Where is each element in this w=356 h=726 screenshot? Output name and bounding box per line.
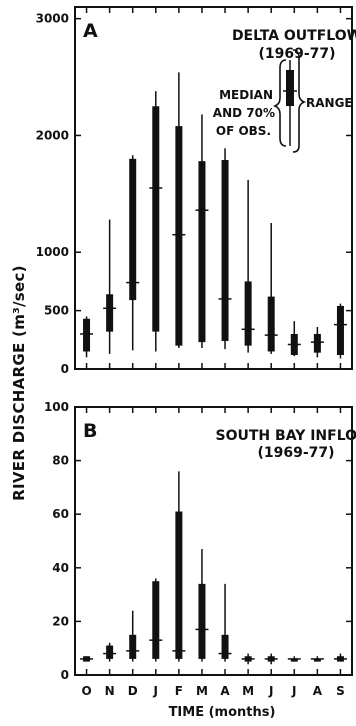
ytick-label-a: 1000 <box>36 245 69 259</box>
iqr-bar-a <box>106 294 114 332</box>
month-label: N <box>105 684 115 698</box>
legend-right-brace <box>292 49 307 153</box>
ytick-label-b: 100 <box>44 400 69 414</box>
month-label: M <box>196 684 208 698</box>
month-label: F <box>175 684 183 698</box>
iqr-bar-b <box>313 658 321 662</box>
iqr-bar-a <box>336 305 344 355</box>
month-label: A <box>220 684 230 698</box>
month-label: A <box>313 684 323 698</box>
iqr-bar-a <box>313 333 321 353</box>
panel-b-frame <box>74 406 353 676</box>
panel-a-title: DELTA OUTFLOW <box>232 28 356 44</box>
ytick-label-b: 60 <box>52 507 69 521</box>
month-label: S <box>336 684 345 698</box>
legend-median-line2: AND 70% <box>213 106 275 120</box>
month-label: M <box>242 684 254 698</box>
iqr-bar-b <box>129 634 137 659</box>
legend-median-line3: OF OBS. <box>216 124 271 138</box>
x-axis-title: TIME (months) <box>169 705 276 720</box>
panel-a-frame <box>74 6 353 370</box>
iqr-bar-a <box>244 281 252 346</box>
iqr-bar-a <box>152 106 160 332</box>
iqr-bar-a <box>175 126 183 346</box>
ytick-label-b: 40 <box>52 561 69 575</box>
legend-box <box>286 70 294 106</box>
month-label: J <box>268 684 273 698</box>
y-axis-label: RIVER DISCHARGE (m³/sec) <box>10 265 28 501</box>
month-label: D <box>128 684 138 698</box>
ytick-label-a: 0 <box>61 362 69 376</box>
iqr-bar-a <box>198 161 206 343</box>
iqr-bar-b <box>221 634 229 659</box>
panel-b-title: SOUTH BAY INFLOW <box>216 428 356 444</box>
ytick-label-a: 2000 <box>36 128 69 142</box>
iqr-bar-b <box>152 581 160 659</box>
ytick-label-b: 0 <box>61 668 69 682</box>
month-label: J <box>153 684 158 698</box>
panel-b-letter: B <box>83 420 97 442</box>
iqr-bar-b <box>198 583 206 659</box>
iqr-bar-b <box>175 511 183 659</box>
ytick-label-a: 500 <box>44 304 69 318</box>
panel-a-plot: 0 500 1000 2000 3000 <box>36 7 352 376</box>
panel-a-subtitle: (1969-77) <box>258 46 335 62</box>
iqr-bar-a <box>129 158 137 301</box>
iqr-bar-b <box>106 645 114 659</box>
iqr-bar-a <box>221 159 229 341</box>
iqr-bar-b <box>290 658 298 662</box>
panel-b-subtitle: (1969-77) <box>257 445 334 461</box>
ytick-label-b: 20 <box>52 614 69 628</box>
month-label: J <box>291 684 296 698</box>
ytick-label-a: 3000 <box>36 12 69 26</box>
panel-a-letter: A <box>83 20 98 42</box>
iqr-bar-a <box>83 318 91 352</box>
legend-range-label: RANGE <box>306 96 353 110</box>
legend: MEDIAN AND 70% OF OBS. RANGE <box>213 49 353 153</box>
month-label: O <box>81 684 91 698</box>
legend-left-brace <box>272 59 287 147</box>
iqr-bar-a <box>267 296 275 352</box>
legend-median-line1: MEDIAN <box>219 88 273 102</box>
ytick-label-b: 80 <box>52 454 69 468</box>
